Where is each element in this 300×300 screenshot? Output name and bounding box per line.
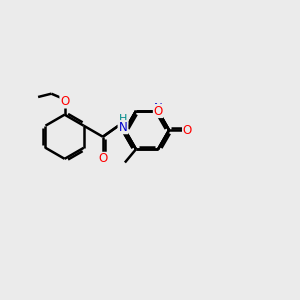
Text: O: O: [153, 104, 163, 118]
Text: H: H: [119, 114, 128, 124]
Text: N: N: [119, 121, 128, 134]
Text: H: H: [118, 121, 126, 131]
Text: O: O: [98, 152, 107, 165]
Text: O: O: [183, 124, 192, 136]
Text: N: N: [154, 102, 162, 115]
Text: O: O: [60, 95, 69, 108]
